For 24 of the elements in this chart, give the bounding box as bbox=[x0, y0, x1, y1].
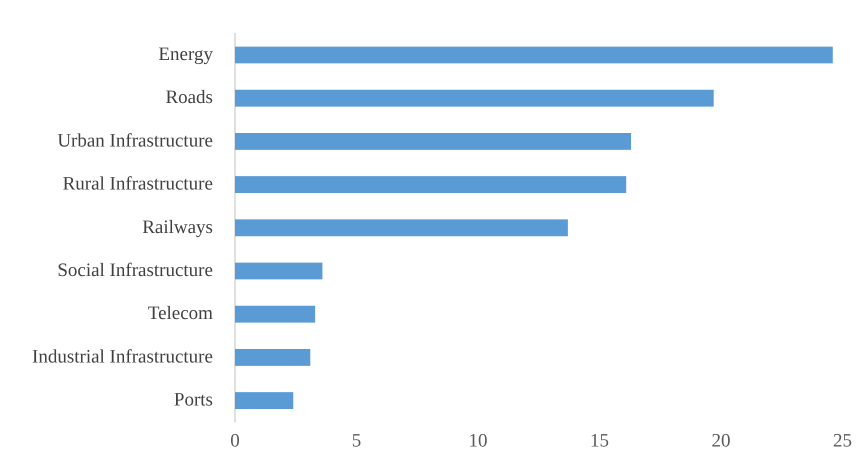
y-tick-label: Roads bbox=[165, 87, 213, 108]
x-tick-label: 0 bbox=[230, 430, 240, 452]
x-tick-label: 20 bbox=[711, 430, 730, 452]
x-tick-label: 15 bbox=[590, 430, 609, 452]
bar bbox=[234, 392, 294, 410]
bar bbox=[234, 90, 714, 107]
bar bbox=[234, 132, 632, 150]
y-tick-label: Ports bbox=[174, 390, 213, 411]
y-tick-label: Social Infrastructure bbox=[57, 260, 213, 281]
y-tick-label: Railways bbox=[142, 216, 213, 238]
bar bbox=[234, 176, 626, 194]
bar bbox=[234, 348, 310, 366]
x-tick-label: 5 bbox=[352, 430, 362, 452]
x-tick-label: 10 bbox=[468, 430, 488, 452]
y-tick-label: Rural Infrastructure bbox=[62, 174, 213, 195]
x-tick-label: 25 bbox=[833, 430, 852, 452]
bar bbox=[234, 219, 568, 236]
y-tick-label: Urban Infrastructure bbox=[57, 130, 213, 152]
bar bbox=[234, 262, 322, 280]
y-tick-label: Energy bbox=[158, 44, 214, 65]
bar bbox=[234, 306, 316, 323]
bar bbox=[234, 46, 833, 64]
y-tick-label: Telecom bbox=[148, 303, 214, 324]
y-tick-label: Industrial Infrastructure bbox=[32, 346, 213, 368]
